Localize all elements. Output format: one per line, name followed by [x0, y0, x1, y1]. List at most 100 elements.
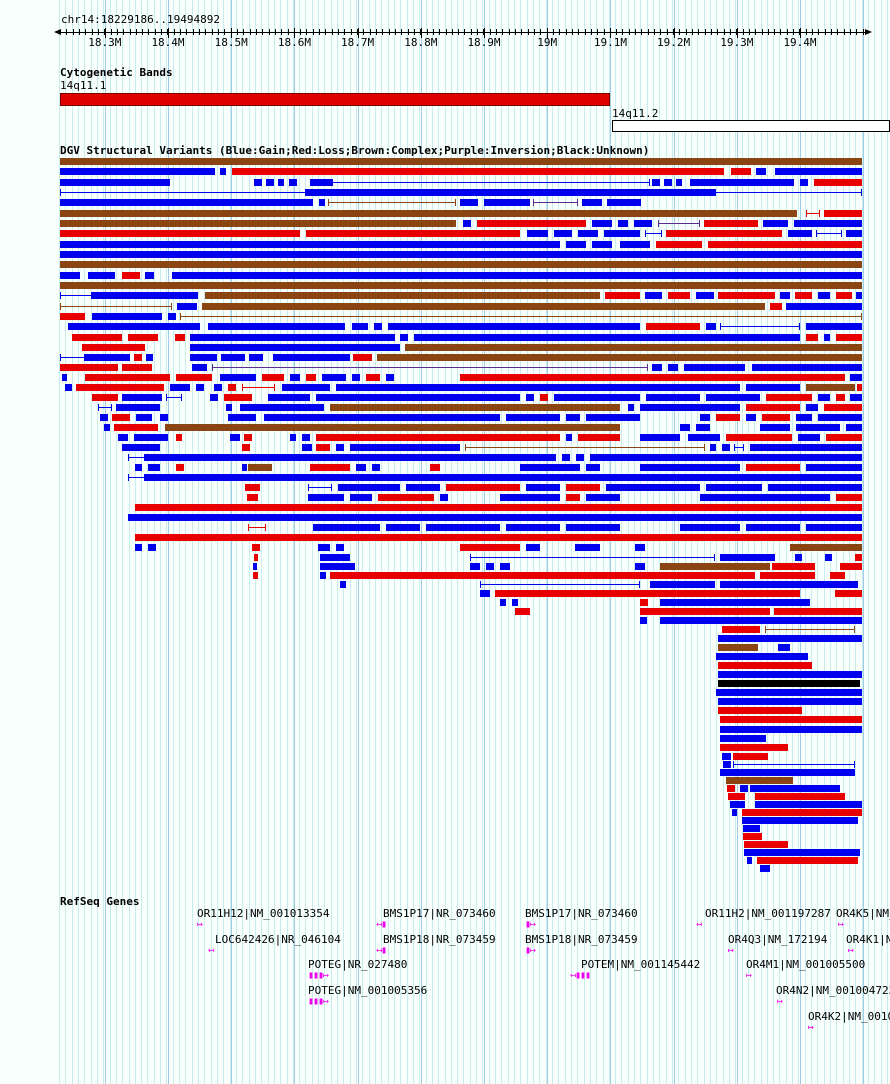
variant-segment[interactable]: [850, 394, 862, 401]
variant-segment[interactable]: [640, 617, 647, 624]
variant-segment[interactable]: [372, 464, 380, 471]
variant-segment[interactable]: [716, 414, 740, 421]
variant-segment[interactable]: [336, 444, 344, 451]
variant-segment[interactable]: [60, 210, 797, 217]
variant-segment-whisker[interactable]: [166, 394, 182, 401]
variant-segment[interactable]: [607, 199, 641, 206]
variant-segment[interactable]: [446, 484, 520, 491]
variant-segment[interactable]: [806, 323, 862, 330]
variant-segment[interactable]: [720, 769, 855, 776]
variant-segment[interactable]: [190, 334, 395, 341]
variant-segment[interactable]: [134, 434, 168, 441]
variant-segment[interactable]: [340, 581, 346, 588]
variant-segment[interactable]: [177, 303, 197, 310]
gene-glyph[interactable]: ↤: [208, 945, 214, 956]
variant-segment-whisker[interactable]: [328, 199, 456, 206]
variant-segment[interactable]: [818, 394, 830, 401]
variant-segment[interactable]: [128, 514, 862, 521]
variant-segment[interactable]: [495, 590, 800, 597]
variant-segment[interactable]: [806, 404, 818, 411]
variant-segment[interactable]: [586, 494, 620, 501]
variant-segment-whisker[interactable]: [60, 354, 85, 361]
variant-segment[interactable]: [690, 179, 794, 186]
variant-segment[interactable]: [684, 364, 745, 371]
variant-segment[interactable]: [68, 323, 200, 330]
variant-segment[interactable]: [731, 168, 751, 175]
variant-segment[interactable]: [762, 414, 790, 421]
variant-segment[interactable]: [660, 599, 810, 606]
variant-segment[interactable]: [775, 168, 862, 175]
variant-segment[interactable]: [330, 404, 620, 411]
variant-segment[interactable]: [352, 374, 360, 381]
variant-segment[interactable]: [82, 344, 145, 351]
variant-segment[interactable]: [506, 414, 560, 421]
variant-segment[interactable]: [732, 809, 737, 816]
variant-segment[interactable]: [220, 168, 226, 175]
variant-segment[interactable]: [676, 179, 682, 186]
variant-segment[interactable]: [576, 454, 584, 461]
variant-segment-whisker[interactable]: [242, 384, 275, 391]
variant-segment[interactable]: [605, 292, 640, 299]
variant-segment[interactable]: [718, 644, 758, 651]
variant-segment[interactable]: [796, 424, 840, 431]
variant-segment[interactable]: [743, 833, 762, 840]
variant-segment-whisker[interactable]: [733, 761, 855, 768]
variant-segment[interactable]: [60, 313, 85, 320]
variant-segment[interactable]: [377, 354, 862, 361]
variant-segment[interactable]: [656, 241, 702, 248]
variant-segment[interactable]: [305, 189, 716, 196]
gene-glyph[interactable]: ▮↦: [525, 945, 536, 956]
variant-segment[interactable]: [388, 323, 640, 330]
variant-segment[interactable]: [172, 272, 862, 279]
gene-glyph[interactable]: ↦: [728, 945, 734, 956]
variant-segment[interactable]: [755, 793, 845, 800]
variant-segment[interactable]: [100, 414, 108, 421]
variant-segment[interactable]: [640, 608, 770, 615]
variant-segment[interactable]: [755, 801, 862, 808]
variant-segment[interactable]: [840, 563, 862, 570]
variant-segment[interactable]: [148, 544, 156, 551]
variant-segment[interactable]: [566, 524, 620, 531]
variant-segment[interactable]: [818, 292, 830, 299]
variant-segment[interactable]: [136, 414, 152, 421]
variant-segment[interactable]: [830, 572, 845, 579]
gene-glyph[interactable]: ↤: [696, 919, 702, 930]
variant-segment[interactable]: [512, 599, 518, 606]
cytoband-bar[interactable]: [60, 93, 610, 106]
variant-segment[interactable]: [316, 434, 560, 441]
variant-segment[interactable]: [706, 394, 760, 401]
variant-segment[interactable]: [330, 572, 755, 579]
variant-segment[interactable]: [824, 210, 862, 217]
variant-segment[interactable]: [308, 494, 344, 501]
variant-segment[interactable]: [336, 384, 740, 391]
variant-segment[interactable]: [760, 424, 790, 431]
variant-segment[interactable]: [228, 384, 236, 391]
variant-segment[interactable]: [60, 220, 456, 227]
variant-segment[interactable]: [756, 168, 766, 175]
variant-segment[interactable]: [652, 179, 660, 186]
variant-segment[interactable]: [526, 544, 540, 551]
variant-segment[interactable]: [554, 230, 572, 237]
variant-segment[interactable]: [85, 374, 170, 381]
variant-segment[interactable]: [122, 444, 160, 451]
variant-segment[interactable]: [718, 707, 802, 714]
variant-segment[interactable]: [857, 384, 862, 391]
variant-segment[interactable]: [318, 544, 330, 551]
variant-segment-whisker[interactable]: [180, 313, 862, 320]
gene-glyph[interactable]: ↤▮▮▮: [570, 970, 591, 981]
variant-segment[interactable]: [722, 626, 760, 633]
variant-segment[interactable]: [430, 464, 440, 471]
variant-segment[interactable]: [566, 484, 600, 491]
variant-segment[interactable]: [794, 220, 862, 227]
variant-segment[interactable]: [60, 158, 862, 165]
gene-glyph[interactable]: ▮▮▮↦: [308, 970, 329, 981]
variant-segment[interactable]: [386, 374, 394, 381]
variant-segment[interactable]: [230, 434, 240, 441]
variant-segment[interactable]: [747, 857, 752, 864]
variant-segment[interactable]: [720, 554, 775, 561]
variant-segment[interactable]: [635, 544, 645, 551]
variant-segment[interactable]: [664, 179, 672, 186]
variant-segment[interactable]: [846, 424, 862, 431]
variant-segment[interactable]: [336, 544, 344, 551]
variant-segment[interactable]: [242, 464, 247, 471]
